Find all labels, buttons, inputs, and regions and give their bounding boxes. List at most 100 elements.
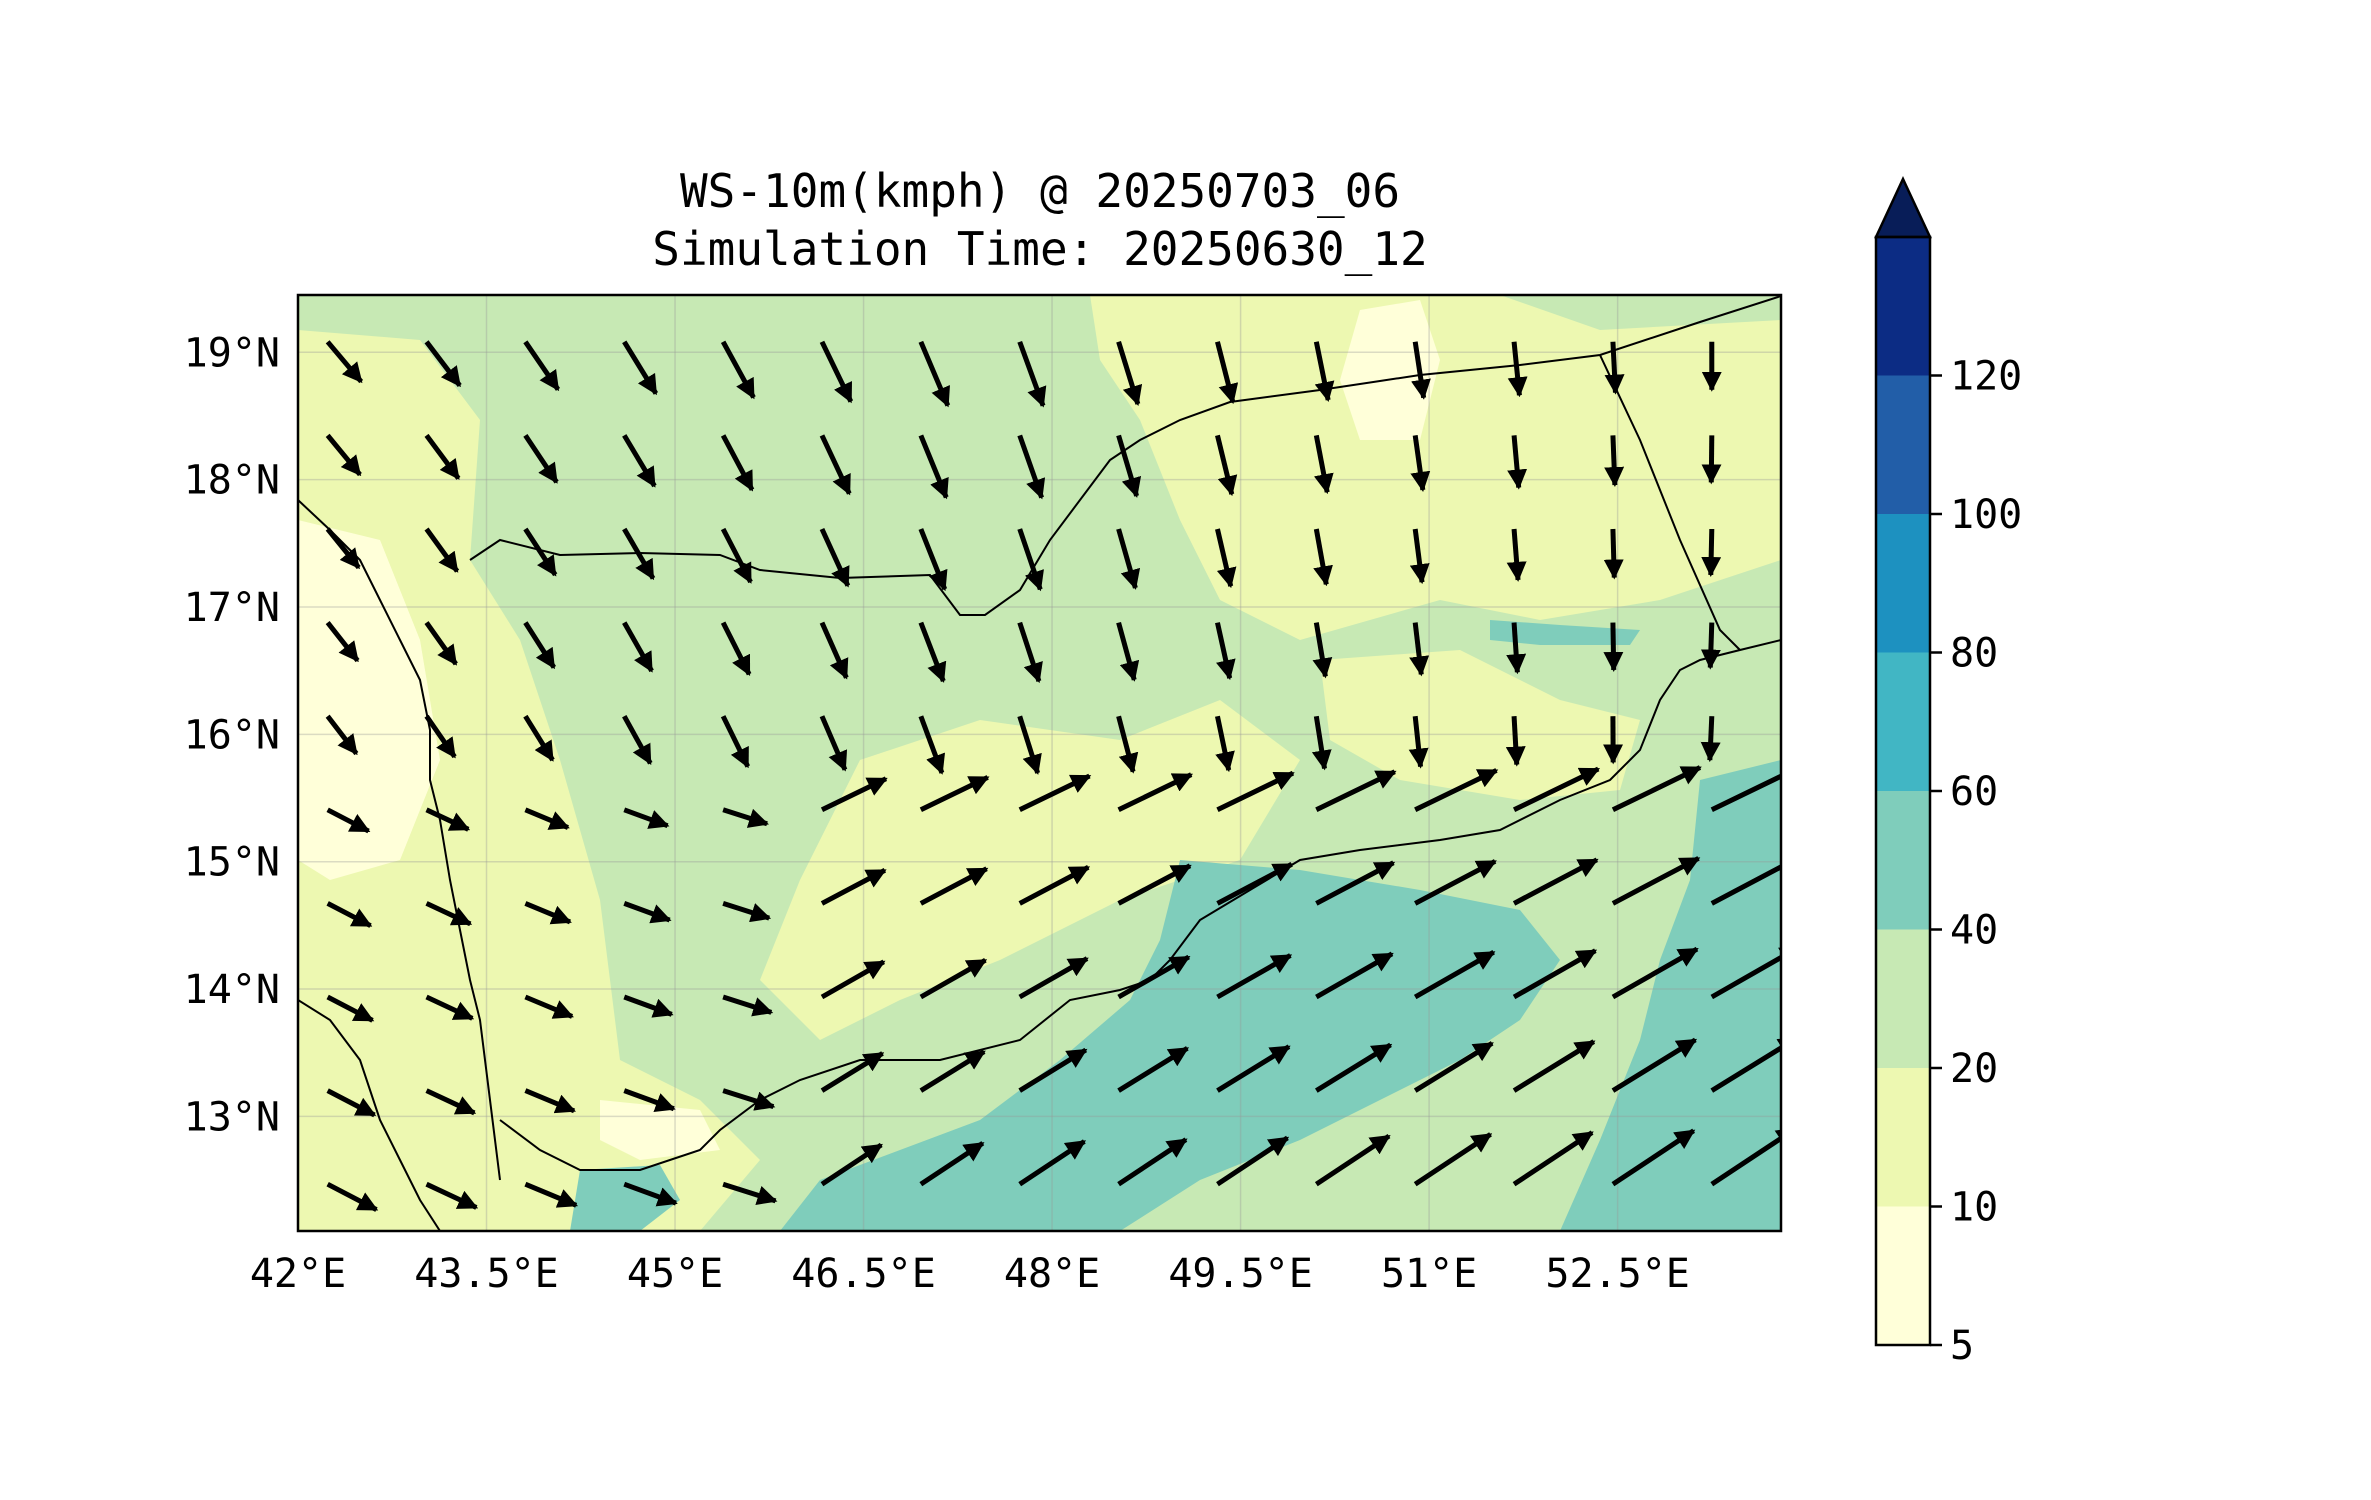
wind-arrow <box>1117 772 1194 813</box>
chart-subtitle: Simulation Time: 20250630_12 <box>652 222 1428 276</box>
wind-arrow <box>1315 769 1397 813</box>
wind-arrow <box>1512 857 1599 906</box>
wind-arrow <box>919 1141 985 1187</box>
colorbar-tick-label: 100 <box>1950 492 2022 538</box>
wind-arrow <box>1611 1037 1698 1093</box>
wind-arrow <box>425 901 473 927</box>
x-tick-label: 42°E <box>250 1251 346 1297</box>
wind-arrow <box>919 866 989 906</box>
x-tick-label: 46.5°E <box>791 1251 936 1297</box>
colorbar-segment <box>1876 929 1930 1068</box>
x-tick-label: 51°E <box>1381 1251 1477 1297</box>
wind-arrow <box>424 340 462 388</box>
wind-arrow <box>1315 951 1394 1000</box>
colorbar-tick-label: 10 <box>1950 1185 1998 1231</box>
wind-arrow <box>1408 715 1429 769</box>
wind-arrow <box>523 527 558 577</box>
wind-arrow <box>1611 946 1699 1000</box>
wind-arrow <box>1315 860 1396 906</box>
wind-arrow <box>1512 766 1601 813</box>
wind-arrow <box>523 340 561 392</box>
colorbar-tick-label: 40 <box>1950 908 1998 954</box>
wind-arrow <box>720 434 755 492</box>
wind-arrow <box>425 994 475 1021</box>
x-tick-label: 43.5°E <box>414 1251 559 1297</box>
wind-arrow <box>1215 715 1235 773</box>
wind-arrow <box>1505 716 1526 767</box>
wind-arrow <box>722 807 769 828</box>
shading-region-calm-north <box>1340 300 1440 440</box>
wind-arrow <box>720 527 753 584</box>
wind-arrow <box>1216 1135 1290 1187</box>
wind-arrow <box>325 621 360 663</box>
wind-arrow <box>1312 622 1333 679</box>
colorbar-tick-label: 5 <box>1950 1323 1974 1369</box>
wind-arrow <box>1215 341 1239 405</box>
y-tick-label: 15°N <box>184 840 280 886</box>
wind-arrow <box>819 621 849 680</box>
wind-arrow <box>326 994 375 1023</box>
shading-region-calm-coast <box>600 1100 720 1160</box>
wind-arrow <box>1611 1128 1696 1187</box>
wind-arrow <box>524 901 572 925</box>
wind-arrow <box>1710 773 1781 813</box>
y-tick-label: 18°N <box>184 458 280 504</box>
wind-arrow <box>1018 956 1089 1000</box>
wind-arrow <box>1215 528 1237 589</box>
border-saudi-yemen <box>469 295 1781 616</box>
shading-region-calm-west <box>298 520 440 880</box>
wind-arrow <box>1311 715 1332 771</box>
wind-arrow <box>622 621 654 673</box>
wind-arrow <box>1216 770 1295 813</box>
wind-arrow <box>1603 622 1624 672</box>
x-axis: 42°E 43.5°E 45°E 46.5°E 48°E 49.5°E 51°E 52.5°E <box>250 1251 1690 1297</box>
wind-arrow <box>1507 341 1528 398</box>
map-area <box>298 295 1781 1231</box>
x-tick-label: 48°E <box>1004 1251 1100 1297</box>
wind-arrow <box>424 527 460 573</box>
wind-arrow <box>1710 1037 1781 1093</box>
wind-vectors <box>325 340 1781 1212</box>
wind-arrow <box>1215 434 1238 497</box>
wind-arrow <box>722 901 772 923</box>
wind-arrow <box>1116 715 1139 774</box>
wind-arrow <box>523 434 559 484</box>
wind-arrow <box>722 1088 776 1111</box>
wind-arrow <box>722 994 774 1017</box>
wind-arrow <box>820 868 887 906</box>
wind-arrow <box>1313 528 1333 587</box>
wind-arrow <box>720 340 756 400</box>
colorbar-tick-label: 120 <box>1950 354 2022 400</box>
grid-lines <box>298 295 1781 1231</box>
wind-arrow <box>918 621 947 683</box>
colorbar-segment <box>1876 1206 1930 1345</box>
colorbar-segment <box>1876 652 1930 791</box>
wind-arrow <box>1506 528 1527 582</box>
wind-arrow <box>1410 435 1431 492</box>
wind-arrow <box>325 433 362 477</box>
y-tick-label: 17°N <box>184 585 280 631</box>
colorbar: 5 10 20 40 60 80 100 120 <box>1874 176 2022 1369</box>
colorbar-segment <box>1876 791 1930 930</box>
colorbar-extend-triangle <box>1874 176 1932 239</box>
wind-arrow <box>1116 621 1140 682</box>
wind-arrow <box>1411 341 1431 400</box>
wind-arrow <box>524 1088 576 1114</box>
wind-arrow <box>1512 948 1598 1000</box>
wind-arrow <box>1314 1133 1391 1187</box>
wind-arrow <box>622 340 659 396</box>
wind-arrow <box>622 434 657 488</box>
wind-arrow <box>1017 715 1042 775</box>
wind-arrow <box>1710 946 1781 1000</box>
wind-arrow <box>623 1088 676 1112</box>
wind-arrow <box>720 715 751 769</box>
wind-arrow <box>918 434 949 500</box>
wind-arrow <box>919 1049 986 1093</box>
wind-arrow <box>918 340 951 408</box>
wind-arrow <box>622 714 653 766</box>
wind-arrow <box>424 433 461 480</box>
shading-region-high-sw <box>570 1165 680 1231</box>
wind-arrow <box>1018 1047 1088 1093</box>
wind-arrow <box>325 714 359 756</box>
